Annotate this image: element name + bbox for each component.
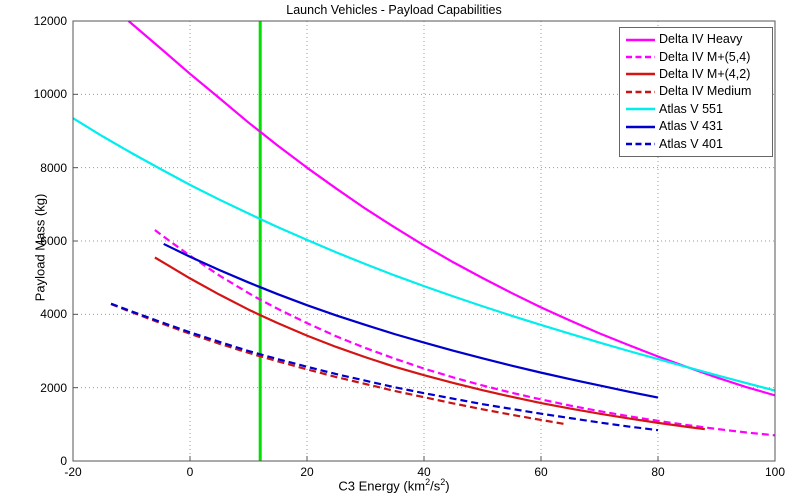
legend-item[interactable]: Delta IV Medium bbox=[620, 83, 772, 100]
series-line bbox=[154, 256, 705, 431]
legend-label: Atlas V 551 bbox=[659, 101, 723, 116]
y-axis-tick-label: 6000 bbox=[40, 234, 67, 248]
legend-swatch bbox=[626, 90, 655, 94]
legend-swatch bbox=[626, 125, 655, 128]
x-axis-tick-label: 80 bbox=[651, 465, 665, 479]
chart-legend: Delta IV Heavy Delta IV M+(5,4) Delta IV M… bbox=[619, 27, 773, 157]
legend-swatch bbox=[626, 142, 655, 146]
x-axis-tick-label: 20 bbox=[300, 465, 314, 479]
y-axis-tick-label: 12000 bbox=[33, 14, 67, 28]
legend-label: Atlas V 401 bbox=[659, 136, 723, 151]
series-line bbox=[127, 20, 776, 397]
y-axis-tick-label: 0 bbox=[60, 454, 67, 468]
series-line bbox=[72, 117, 776, 392]
legend-item[interactable]: Atlas V 431 bbox=[620, 118, 772, 135]
chart-title: Launch Vehicles - Payload Capabilities bbox=[286, 3, 502, 17]
series-line bbox=[110, 303, 565, 426]
legend-item[interactable]: Atlas V 551 bbox=[620, 101, 772, 118]
x-axis-label-prefix: C3 Energy (km bbox=[338, 478, 426, 494]
legend-item[interactable]: Delta IV M+(4,2) bbox=[620, 66, 772, 83]
legend-swatch bbox=[626, 107, 655, 111]
legend-label: Atlas V 431 bbox=[659, 119, 723, 134]
x-axis-label-suffix: ) bbox=[445, 478, 450, 494]
x-axis-tick-label: 60 bbox=[534, 465, 548, 479]
y-axis-tick-label: 10000 bbox=[33, 87, 67, 102]
legend-item[interactable]: Delta IV M+(5,4) bbox=[620, 48, 772, 65]
legend-label: Delta IV M+(5,4) bbox=[659, 49, 751, 64]
legend-swatch bbox=[626, 73, 655, 76]
legend-item[interactable]: Delta IV Heavy bbox=[620, 31, 772, 48]
x-axis-tick-label: 0 bbox=[186, 465, 194, 479]
x-axis-label: C3 Energy (km2/s2) bbox=[0, 477, 788, 493]
y-axis-tick-label: 2000 bbox=[40, 380, 67, 395]
x-axis-tick-label: -20 bbox=[64, 465, 82, 479]
legend-swatch bbox=[626, 38, 655, 41]
series-line bbox=[154, 229, 776, 437]
x-axis-label-sup2: 2 bbox=[440, 477, 446, 487]
legend-label: Delta IV Heavy bbox=[659, 32, 743, 47]
legend-label: Delta IV Medium bbox=[659, 84, 752, 99]
y-axis-tick-label: 4000 bbox=[40, 307, 67, 322]
series-line bbox=[110, 302, 659, 432]
y-axis-tick-label: 8000 bbox=[40, 160, 67, 175]
x-axis-tick-label: 100 bbox=[764, 465, 786, 479]
legend-item[interactable]: Atlas V 401 bbox=[620, 135, 772, 152]
x-axis-label-sup1: 2 bbox=[425, 477, 431, 487]
series-line bbox=[163, 242, 659, 399]
x-axis-tick-label: 40 bbox=[417, 465, 431, 479]
legend-label: Delta IV M+(4,2) bbox=[659, 66, 751, 81]
legend-swatch bbox=[626, 55, 655, 59]
x-axis-label-mid: /s bbox=[430, 478, 441, 494]
